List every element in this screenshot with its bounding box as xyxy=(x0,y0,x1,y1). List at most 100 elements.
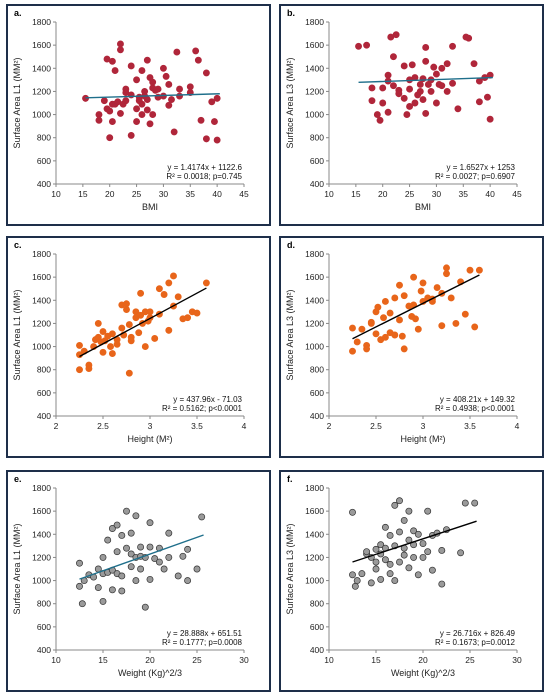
data-point xyxy=(141,603,149,611)
x-tick-label: 20 xyxy=(145,655,155,665)
data-point xyxy=(104,536,112,544)
trend-line xyxy=(358,76,493,84)
data-point xyxy=(372,558,380,566)
data-point xyxy=(419,75,427,83)
data-point xyxy=(416,81,424,88)
data-point xyxy=(358,325,366,333)
data-point xyxy=(424,548,432,556)
data-point xyxy=(125,369,133,377)
data-point xyxy=(390,53,397,61)
y-tick-label: 1400 xyxy=(32,295,51,305)
data-point xyxy=(137,289,145,297)
data-point xyxy=(391,577,399,585)
data-point xyxy=(424,507,432,515)
data-point xyxy=(106,107,114,115)
data-point xyxy=(198,513,206,521)
x-tick-label: 30 xyxy=(239,655,249,665)
y-tick-label: 1800 xyxy=(32,17,51,27)
x-tick-label: 2.5 xyxy=(97,421,109,431)
x-tick-label: 2 xyxy=(327,421,332,431)
y-tick-label: 1200 xyxy=(305,318,324,328)
data-point xyxy=(108,118,116,125)
data-point xyxy=(461,499,469,507)
regression-equation: y = 26.716x + 826.49 xyxy=(440,629,516,638)
data-point xyxy=(76,341,83,349)
data-point xyxy=(422,57,430,65)
x-tick-label: 10 xyxy=(51,189,61,199)
y-tick-label: 1400 xyxy=(305,63,324,73)
data-point xyxy=(374,303,382,311)
data-point xyxy=(149,111,157,119)
data-point xyxy=(113,548,121,556)
y-axis-label: Surface Area L3 (MM²) xyxy=(285,289,295,380)
y-tick-label: 1600 xyxy=(32,272,51,282)
trend-line xyxy=(352,274,480,340)
data-point xyxy=(484,93,491,101)
data-point xyxy=(351,582,359,590)
y-tick-label: 800 xyxy=(37,365,51,375)
data-point xyxy=(159,64,167,72)
data-point xyxy=(137,565,145,573)
data-point xyxy=(466,266,474,274)
y-axis-label: Surface Area L1 (MM²) xyxy=(12,57,22,148)
data-point xyxy=(146,519,154,527)
x-tick-label: 4 xyxy=(515,421,520,431)
data-point xyxy=(179,552,187,560)
data-point xyxy=(100,97,108,105)
x-tick-label: 30 xyxy=(159,189,169,199)
panel-label: c. xyxy=(14,240,22,250)
chart-panel-e: e. 10 15 20 25 30 400 600 800 1000 1200 1400 1600 18… xyxy=(6,470,271,692)
data-point xyxy=(143,106,151,114)
data-point xyxy=(213,136,221,144)
data-point xyxy=(372,330,380,338)
regression-equation: y = 437.96x - 71.03 xyxy=(173,395,242,404)
regression-equation: y = 1.4174x + 1122.6 xyxy=(167,163,242,172)
data-point xyxy=(137,311,145,319)
data-point xyxy=(192,47,200,55)
data-point xyxy=(127,131,135,139)
data-point xyxy=(132,512,140,520)
y-tick-label: 1800 xyxy=(32,249,51,259)
data-point xyxy=(174,572,182,580)
y-tick-label: 1200 xyxy=(305,552,324,562)
scatter-chart-height-l1: 2 2.5 3 3.5 4 400 600 800 1000 1200 1400 1600 1800 He… xyxy=(12,249,247,444)
data-point xyxy=(135,329,143,337)
data-point xyxy=(165,326,173,334)
data-point xyxy=(443,270,450,278)
y-tick-label: 1200 xyxy=(32,552,51,562)
data-point xyxy=(419,540,427,547)
y-axis-label: Surface Area L3 (MM²) xyxy=(285,523,295,614)
y-tick-label: 1400 xyxy=(32,529,51,539)
regression-stats: R² = 0.5162; p<0.0001 xyxy=(162,404,243,413)
y-tick-label: 600 xyxy=(310,388,324,398)
data-point xyxy=(414,325,422,333)
data-point xyxy=(408,61,416,69)
x-axis-label: Height (M²) xyxy=(127,434,172,444)
data-point xyxy=(99,553,107,561)
x-axis-label: Height (M²) xyxy=(400,434,445,444)
data-point xyxy=(146,308,154,316)
regression-stats: R² = 0.0027; p=0.6907 xyxy=(435,172,516,181)
data-point xyxy=(118,572,126,580)
data-point xyxy=(386,560,394,568)
x-tick-label: 3.5 xyxy=(464,421,476,431)
data-point xyxy=(133,118,141,125)
data-point xyxy=(471,499,479,507)
y-axis-label: Surface Area L1 (MM²) xyxy=(12,523,22,614)
data-point xyxy=(194,56,202,64)
data-point xyxy=(416,87,424,95)
x-tick-label: 35 xyxy=(186,189,196,199)
x-tick-label: 15 xyxy=(371,655,381,665)
x-tick-label: 3.5 xyxy=(191,421,203,431)
data-point xyxy=(113,521,121,529)
y-tick-label: 600 xyxy=(310,622,324,632)
y-tick-label: 800 xyxy=(310,599,324,609)
data-point xyxy=(355,42,362,50)
data-point xyxy=(146,120,154,128)
data-point xyxy=(381,523,389,531)
data-point xyxy=(94,584,102,591)
data-point xyxy=(400,62,408,70)
data-point xyxy=(471,323,479,331)
data-point xyxy=(422,109,430,117)
y-tick-label: 600 xyxy=(310,156,324,166)
